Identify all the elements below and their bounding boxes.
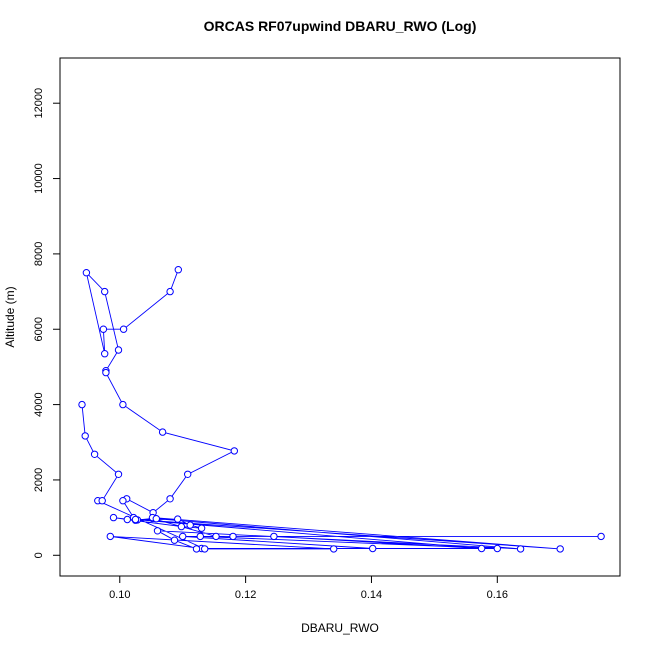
y-tick-label: 4000: [33, 392, 45, 416]
data-point: [114, 470, 123, 478]
data-point: [186, 521, 194, 529]
data-point: [153, 527, 162, 535]
data-point: [369, 544, 377, 553]
x-tick-label: 0.14: [361, 589, 382, 601]
data-point: [106, 532, 115, 541]
data-point: [212, 532, 220, 541]
data-point: [82, 269, 91, 277]
data-point: [230, 447, 239, 455]
x-axis: 0.10 0.12 0.14 0.16: [109, 575, 508, 601]
data-point: [119, 400, 127, 409]
data-point: [123, 515, 132, 524]
data-point: [184, 470, 192, 478]
data-point: [119, 325, 128, 333]
data-point: [196, 532, 205, 541]
data-point: [109, 513, 118, 522]
data-point: [119, 497, 127, 505]
data-point: [477, 544, 486, 553]
data-point: [229, 532, 237, 541]
x-tick-label: 0.12: [235, 589, 256, 601]
data-point: [174, 266, 183, 274]
data-point: [197, 524, 206, 532]
data-point: [166, 287, 174, 296]
chart-title: ORCAS RF07upwind DBARU_RWO (Log): [203, 18, 477, 34]
y-axis: 0 2000 4000 6000 8000 10000 12000: [33, 88, 61, 558]
data-point: [101, 287, 109, 296]
data-point: [102, 368, 110, 377]
data-point: [330, 545, 338, 553]
data-point: [597, 532, 605, 541]
data-point: [192, 545, 201, 553]
y-tick-label: 8000: [33, 242, 45, 266]
data-point: [78, 400, 86, 409]
y-tick-label: 2000: [33, 468, 45, 492]
data-point: [516, 545, 525, 553]
data-point: [101, 350, 109, 358]
plot-frame: [59, 57, 621, 577]
data-point: [170, 536, 179, 544]
series-line: [81, 269, 602, 550]
data-point: [158, 428, 167, 436]
x-axis-label: DBARU_RWO: [301, 621, 379, 635]
data-point: [152, 515, 161, 523]
data-point: [493, 544, 501, 553]
data-point: [98, 497, 106, 505]
data-point: [201, 545, 209, 553]
y-tick-label: 12000: [33, 88, 45, 119]
data-point: [131, 515, 140, 524]
data-point: [179, 532, 187, 541]
data-point: [166, 495, 174, 503]
series-layer: [78, 266, 605, 553]
y-tick-label: 0: [33, 552, 45, 558]
data-point: [177, 522, 186, 531]
data-point: [114, 346, 123, 354]
x-tick-label: 0.10: [109, 589, 130, 601]
data-point: [90, 450, 99, 458]
y-tick-label: 6000: [33, 317, 45, 341]
y-axis-label: Altitude (m): [3, 286, 17, 347]
data-point: [556, 545, 564, 553]
y-tick-label: 10000: [33, 163, 45, 194]
data-point: [81, 432, 89, 440]
x-tick-label: 0.16: [487, 589, 508, 601]
data-point: [270, 532, 278, 541]
data-point: [174, 515, 182, 523]
data-point: [99, 325, 108, 333]
